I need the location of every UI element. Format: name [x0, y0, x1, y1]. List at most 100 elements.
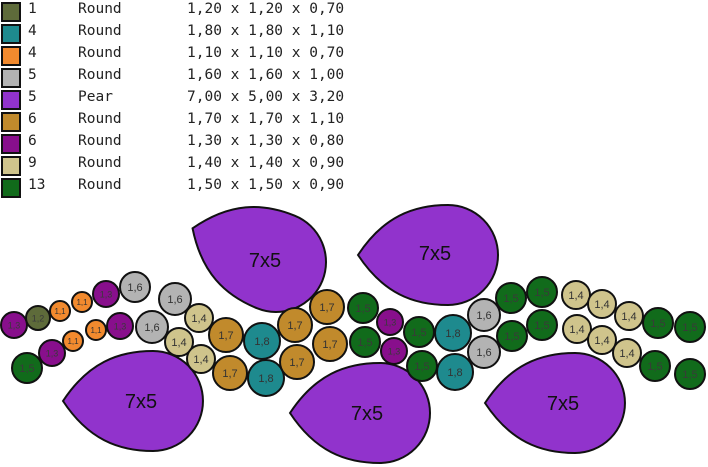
stone-size-label: 1,5 [19, 363, 34, 375]
stone-size-label: 1,3 [100, 289, 113, 299]
pear-stone [61, 349, 204, 453]
stone-count: 4 [28, 23, 37, 39]
stone-size-label: 1,3 [388, 346, 401, 356]
legend-row: 6 Round 1,70 x 1,70 x 1,10 [0, 111, 380, 133]
stone-size-label: 1,7 [289, 357, 304, 369]
stone-shape: Round [78, 111, 122, 127]
stone-size-label: 1,7 [287, 320, 302, 332]
stone-size-label: 1,3 [384, 317, 397, 327]
round-stone-khaki [184, 303, 214, 333]
stone-size-label: 1,5 [534, 287, 549, 299]
stone-shape: Round [78, 177, 122, 193]
stone-size-label: 1,5 [504, 331, 519, 343]
round-stone-gold [212, 355, 248, 391]
pear-stone [483, 351, 626, 455]
stone-size-label: 1,1 [76, 298, 88, 307]
round-stone-gray [467, 335, 501, 369]
round-stone-khaki [562, 314, 592, 344]
stone-dimensions: 1,30 x 1,30 x 0,80 [187, 133, 345, 149]
round-stone-khaki [186, 344, 216, 374]
round-stone-green [349, 326, 381, 358]
legend-row: 1 Round 1,20 x 1,20 x 0,70 [0, 1, 380, 23]
round-stone-orange [85, 319, 107, 341]
stone-size-label: 1,6 [476, 347, 491, 359]
stone-size-label: 1,8 [254, 336, 269, 348]
legend-row: 13 Round 1,50 x 1,50 x 0,90 [0, 177, 380, 199]
round-stone-green [347, 292, 379, 324]
color-swatch [1, 24, 21, 44]
round-stone-purple [38, 339, 66, 367]
round-stone-green [642, 307, 674, 339]
stone-dimensions: 1,50 x 1,50 x 0,90 [187, 177, 345, 193]
round-stone-gold [277, 307, 313, 343]
round-stone-purple [92, 280, 120, 308]
legend-row: 6 Round 1,30 x 1,30 x 0,80 [0, 133, 380, 155]
round-stone-gray [135, 310, 169, 344]
stone-size-label: 1,5 [682, 322, 697, 334]
stone-size-label: 1,2 [32, 313, 45, 323]
stone-size-label: 1,3 [8, 320, 21, 330]
stone-size-label: 1,4 [171, 337, 186, 349]
stone-size-label: 1,4 [568, 290, 583, 302]
stone-size-label: 1,4 [191, 313, 206, 325]
pear-label: 7x5 [125, 391, 157, 413]
pear-label: 7x5 [419, 243, 451, 265]
round-stone-orange [49, 300, 71, 322]
stone-count: 1 [28, 1, 37, 17]
stone-size-label: 1,4 [619, 348, 634, 360]
stone-size-label: 1,5 [647, 361, 662, 373]
stone-size-label: 1,1 [67, 337, 79, 346]
round-stone-green [495, 282, 527, 314]
stone-count: 5 [28, 67, 37, 83]
stone-count: 4 [28, 45, 37, 61]
round-stone-gray [158, 282, 192, 316]
round-stone-green [526, 309, 558, 341]
round-stone-gold [279, 344, 315, 380]
color-swatch [1, 90, 21, 110]
round-stone-green [674, 311, 706, 343]
round-stone-purple [380, 337, 408, 365]
stone-dimensions: 1,60 x 1,60 x 1,00 [187, 67, 345, 83]
stone-size-label: 1,5 [534, 320, 549, 332]
color-swatch [1, 112, 21, 132]
round-stone-gold [208, 317, 244, 353]
round-stone-teal [436, 353, 474, 391]
stone-dimensions: 1,40 x 1,40 x 0,90 [187, 155, 345, 171]
stone-dimensions: 1,80 x 1,80 x 1,10 [187, 23, 345, 39]
pear-label: 7x5 [249, 250, 281, 272]
stone-count: 13 [28, 177, 46, 193]
pear-label: 7x5 [547, 393, 579, 415]
stone-dimensions: 1,10 x 1,10 x 0,70 [187, 45, 345, 61]
stone-size-label: 1,5 [411, 327, 426, 339]
round-stone-green [403, 316, 435, 348]
pear-stone [288, 361, 431, 465]
stone-dimensions: 1,20 x 1,20 x 0,70 [187, 1, 345, 17]
round-stone-gray [467, 298, 501, 332]
stone-count: 6 [28, 111, 37, 127]
stone-size-label: 1,8 [445, 328, 460, 340]
stone-size-label: 1,8 [447, 367, 462, 379]
stone-count: 6 [28, 133, 37, 149]
round-stone-green [674, 358, 706, 390]
color-swatch [1, 178, 21, 198]
stone-size-label: 1,4 [621, 311, 636, 323]
round-stone-green [496, 320, 528, 352]
stone-size-label: 1,1 [90, 326, 102, 335]
stone-size-label: 1,4 [594, 299, 609, 311]
stone-size-label: 1,4 [594, 335, 609, 347]
stone-size-label: 1,7 [222, 368, 237, 380]
stone-dimensions: 7,00 x 5,00 x 3,20 [187, 89, 345, 105]
legend-row: 4 Round 1,80 x 1,80 x 1,10 [0, 23, 380, 45]
stone-size-label: 1,7 [319, 302, 334, 314]
round-stone-teal [247, 359, 285, 397]
stone-size-label: 1,5 [355, 303, 370, 315]
stone-shape: Pear [78, 89, 113, 105]
stone-size-label: 1,5 [503, 293, 518, 305]
stone-size-label: 1,3 [114, 321, 127, 331]
stone-size-label: 1,1 [54, 307, 66, 316]
stone-shape: Round [78, 23, 122, 39]
color-swatch [1, 46, 21, 66]
stone-shape: Round [78, 45, 122, 61]
color-swatch [1, 156, 21, 176]
legend-row: 4 Round 1,10 x 1,10 x 0,70 [0, 45, 380, 67]
